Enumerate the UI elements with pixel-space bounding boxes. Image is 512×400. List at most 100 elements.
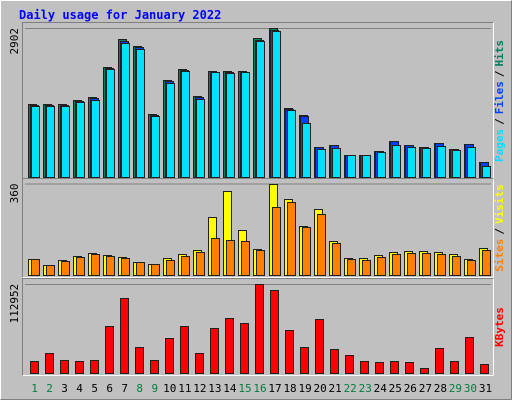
bar: [392, 145, 401, 178]
bar: [150, 360, 159, 374]
x-tick-label: 15: [238, 382, 251, 395]
bar: [482, 166, 491, 178]
bar: [482, 250, 491, 276]
bar: [135, 347, 144, 374]
bar: [225, 318, 234, 374]
bar: [452, 256, 461, 276]
x-tick-label: 10: [163, 382, 176, 395]
legend-separator: /: [493, 118, 506, 125]
bar: [196, 99, 205, 178]
bar: [405, 362, 414, 374]
bar: [302, 123, 311, 178]
x-tick-label: 26: [404, 382, 417, 395]
x-tick-label: 28: [434, 382, 447, 395]
bar: [31, 259, 40, 276]
legend: Pages / Files / Hits: [493, 40, 506, 162]
bar: [211, 72, 220, 178]
bar: [241, 72, 250, 178]
bar: [315, 319, 324, 374]
x-tick-label: 2: [46, 382, 53, 395]
legend-entry: KBytes: [493, 307, 506, 347]
x-tick-label: 20: [314, 382, 327, 395]
bar: [362, 155, 371, 178]
bar: [196, 252, 205, 276]
bar: [467, 260, 476, 276]
bar: [90, 360, 99, 374]
legend-entry: Pages: [493, 129, 506, 162]
bar: [302, 227, 311, 276]
bar: [151, 116, 160, 178]
bar: [165, 338, 174, 374]
bar: [270, 290, 279, 374]
bar: [181, 71, 190, 178]
x-tick-label: 17: [268, 382, 281, 395]
bar: [345, 355, 354, 374]
bar: [211, 238, 220, 276]
legend-separator: /: [493, 228, 506, 235]
legend-separator: /: [493, 70, 506, 77]
y-tick-label: 360: [8, 184, 21, 204]
legend-entry: Files: [493, 81, 506, 114]
x-tick-label: 19: [298, 382, 311, 395]
bar: [452, 150, 461, 178]
bar: [437, 254, 446, 276]
bar: [76, 257, 85, 276]
bar: [256, 250, 265, 276]
bar: [465, 337, 474, 374]
bar: [467, 147, 476, 178]
legend-entry: Hits: [493, 40, 506, 67]
x-tick-label: 25: [389, 382, 402, 395]
bar: [180, 326, 189, 374]
bar: [377, 152, 386, 178]
bar: [362, 260, 371, 276]
x-tick-label: 5: [91, 382, 98, 395]
legend-entry: Visits: [493, 184, 506, 224]
bar: [287, 110, 296, 178]
bar: [60, 360, 69, 374]
bar: [330, 349, 339, 374]
x-tick-label: 18: [283, 382, 296, 395]
chart-title: Daily usage for January 2022: [19, 8, 221, 22]
bar: [422, 253, 431, 276]
y-tick-label: 112952: [8, 284, 21, 324]
bar: [30, 361, 39, 374]
x-tick-label: 16: [253, 382, 266, 395]
x-tick-label: 4: [76, 382, 83, 395]
legend: KBytes: [493, 307, 506, 347]
bar: [106, 69, 115, 178]
x-tick-label: 29: [449, 382, 462, 395]
bar: [272, 31, 281, 178]
bar: [121, 43, 130, 178]
x-tick-label: 27: [419, 382, 432, 395]
bar: [347, 259, 356, 276]
bar: [181, 256, 190, 276]
bar: [136, 262, 145, 276]
bar: [480, 364, 489, 374]
x-tick-label: 11: [178, 382, 191, 395]
bar: [332, 148, 341, 178]
bar: [105, 326, 114, 374]
bar: [435, 348, 444, 374]
x-tick-label: 7: [121, 382, 128, 395]
bar: [166, 83, 175, 178]
x-tick-label: 8: [136, 382, 143, 395]
bar: [240, 323, 249, 374]
bar: [226, 73, 235, 178]
bar: [420, 368, 429, 374]
x-tick-label: 1: [31, 382, 38, 395]
bar: [166, 260, 175, 276]
bar: [392, 254, 401, 276]
bar: [75, 361, 84, 374]
bar: [390, 361, 399, 374]
bar: [45, 353, 54, 374]
bar: [285, 330, 294, 374]
bar: [377, 257, 386, 276]
x-tick-label: 9: [151, 382, 158, 395]
bar: [255, 284, 264, 374]
x-tick-label: 31: [479, 382, 492, 395]
bar: [375, 362, 384, 374]
x-tick-label: 22: [344, 382, 357, 395]
bar: [226, 240, 235, 276]
bar: [422, 148, 431, 178]
